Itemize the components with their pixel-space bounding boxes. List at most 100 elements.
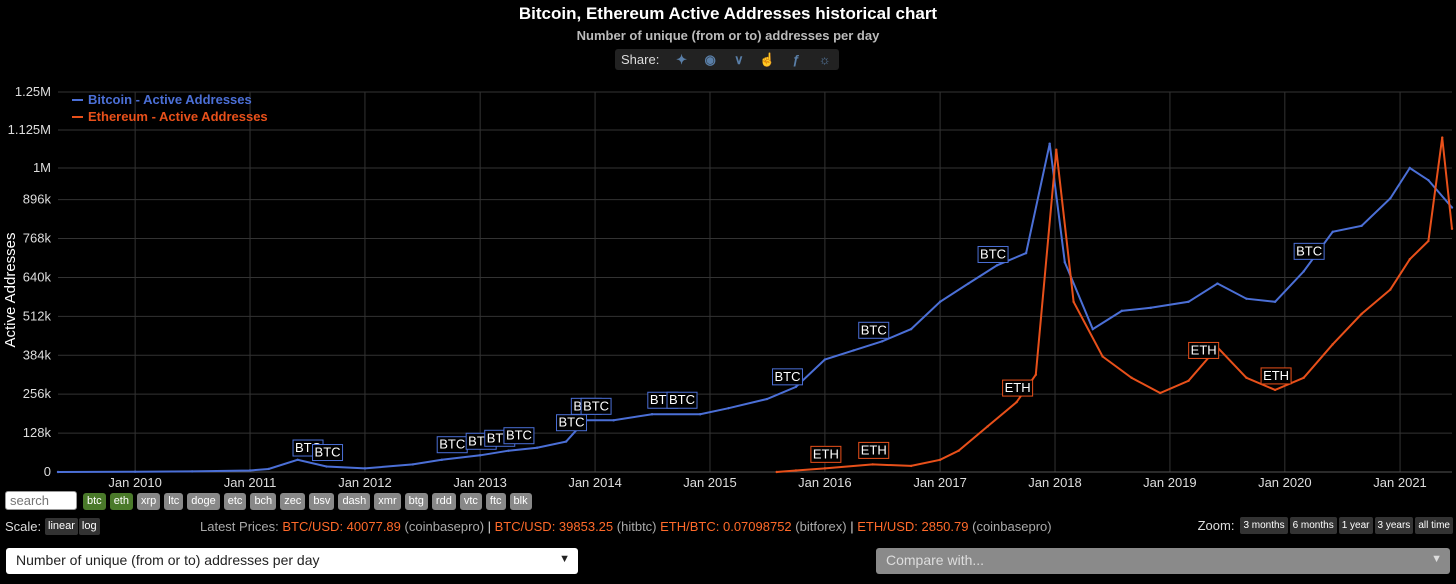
chart-title: Bitcoin, Ethereum Active Addresses histo… — [518, 4, 938, 23]
flag-label: ETH — [1263, 368, 1289, 383]
coin-button-ftc[interactable]: ftc — [485, 493, 506, 510]
data-point-bitcoin — [765, 397, 769, 401]
coin-button-doge[interactable]: doge — [187, 493, 220, 510]
flag-label: BTC — [506, 428, 532, 443]
data-point-bitcoin — [564, 440, 568, 443]
price-link-2[interactable]: BTC/USD: 39853.25 — [494, 519, 614, 534]
vk-icon[interactable]: ∨ — [734, 51, 744, 67]
scale-buttons: linear log — [45, 517, 101, 535]
data-point-bitcoin — [823, 358, 827, 361]
twitter-icon[interactable]: ✦ — [676, 51, 688, 67]
data-point-ethereum — [986, 425, 989, 428]
y-tick-label: 1M — [33, 160, 51, 175]
search-input[interactable] — [5, 491, 77, 510]
metric-select[interactable]: Number of unique (from or to) addresses … — [6, 548, 578, 574]
flag-box — [666, 391, 698, 409]
coin-button-rdd[interactable]: rdd — [431, 493, 456, 510]
data-point-bitcoin — [1091, 327, 1094, 331]
coin-button-dash[interactable]: dash — [338, 493, 371, 510]
facebook-icon[interactable]: ƒ — [792, 51, 800, 67]
data-point-bitcoin — [1273, 300, 1277, 303]
data-point-bitcoin — [852, 349, 855, 352]
flag-box — [858, 441, 890, 459]
data-point-bitcoin — [1450, 206, 1454, 209]
flag-box — [1188, 341, 1220, 359]
data-point-ethereum — [957, 449, 960, 452]
data-point-bitcoin — [794, 385, 798, 389]
coin-button-blk[interactable]: blk — [509, 493, 532, 510]
data-point-bitcoin — [267, 467, 270, 471]
reddit-icon[interactable]: ◉ — [704, 51, 716, 67]
price-link-4[interactable]: ETH/USD: 2850.79 — [857, 519, 969, 534]
data-point-bitcoin — [699, 413, 702, 416]
data-point-ethereum — [1273, 388, 1277, 392]
x-tick-label: Jan 2014 — [568, 475, 622, 490]
compare-select[interactable]: Compare with... ▼ — [876, 548, 1450, 574]
y-tick-label: 768k — [23, 231, 52, 246]
coin-button-bsv[interactable]: bsv — [309, 493, 335, 510]
flag-box — [503, 427, 535, 445]
coin-button-xmr[interactable]: xmr — [374, 493, 401, 510]
coin-button-eth[interactable]: eth — [109, 493, 133, 510]
latest-prices: Latest Prices: BTC/USD: 40077.89 (coinba… — [200, 519, 1052, 534]
data-point-bitcoin — [1048, 142, 1051, 145]
coin-filter-row: btcethxrpltcdogeetcbchzecbsvdashxmrbtgrd… — [5, 491, 534, 510]
data-point-bitcoin — [612, 419, 615, 422]
flag-label: ETH — [813, 446, 839, 461]
y-tick-label: 384k — [23, 347, 52, 362]
data-point-ethereum — [1408, 258, 1412, 261]
like-icon[interactable]: ☝ — [759, 51, 776, 67]
data-point-ethereum — [1072, 300, 1075, 303]
coin-button-etc[interactable]: etc — [223, 493, 247, 510]
x-tick-label: Jan 2010 — [108, 475, 162, 490]
zoom-3-months-button[interactable]: 3 months — [1240, 517, 1288, 534]
data-point-ethereum — [1158, 391, 1162, 395]
y-tick-label: 1.25M — [15, 84, 51, 99]
flag-label: BTC — [559, 415, 585, 430]
zoom-3-years-button[interactable]: 3 years — [1374, 517, 1414, 534]
y-tick-label: 512k — [23, 308, 52, 323]
metric-select-value: Number of unique (from or to) addresses … — [16, 552, 320, 568]
data-point-ethereum — [1389, 288, 1392, 291]
series-line-ethereum — [776, 137, 1453, 473]
data-point-ethereum — [823, 467, 827, 470]
weibo-icon[interactable]: ☼ — [818, 51, 831, 67]
data-point-bitcoin — [1389, 197, 1392, 200]
y-tick-label: 896k — [23, 192, 52, 207]
price-link-1[interactable]: BTC/USD: 40077.89 — [282, 519, 401, 534]
zoom-label: Zoom: — [1197, 518, 1235, 533]
x-tick-label: Jan 2018 — [1028, 475, 1082, 490]
data-point-ethereum — [1034, 373, 1038, 376]
zoom-all-time-button[interactable]: all time — [1415, 517, 1453, 534]
coin-button-btg[interactable]: btg — [404, 493, 428, 510]
coin-button-vtc[interactable]: vtc — [459, 493, 482, 510]
coin-button-btc[interactable]: btc — [83, 493, 106, 510]
x-tick-label: Jan 2016 — [798, 475, 852, 490]
zoom-6-months-button[interactable]: 6 months — [1289, 517, 1337, 534]
price-link-3[interactable]: ETH/BTC: 0.07098752 — [660, 519, 792, 534]
data-point-bitcoin — [1331, 230, 1334, 234]
data-point-bitcoin — [535, 446, 539, 449]
flag-label: ETH — [1005, 380, 1031, 395]
y-axis-label: Active Addresses — [2, 232, 19, 347]
flag-box — [1260, 367, 1292, 385]
data-point-bitcoin — [325, 465, 328, 468]
data-point-ethereum — [1450, 227, 1454, 230]
scale-log-button[interactable]: log — [78, 518, 100, 535]
data-point-bitcoin — [1063, 261, 1066, 264]
zoom-1-year-button[interactable]: 1 year — [1338, 517, 1373, 534]
flag-label: BTC — [1296, 243, 1322, 258]
x-tick-label: Jan 2012 — [338, 475, 392, 490]
data-point-bitcoin — [1216, 282, 1219, 285]
prices-label: Latest Prices: — [200, 519, 279, 534]
coin-button-zec[interactable]: zec — [280, 493, 306, 510]
coin-button-xrp[interactable]: xrp — [136, 493, 161, 510]
flag-box — [580, 397, 612, 415]
data-point-ethereum — [871, 463, 874, 466]
data-point-ethereum — [1441, 136, 1444, 139]
coin-button-bch[interactable]: bch — [250, 493, 277, 510]
scale-linear-button[interactable]: linear — [45, 518, 78, 535]
y-tick-label: 640k — [23, 269, 52, 284]
data-point-bitcoin — [1360, 224, 1363, 227]
coin-button-ltc[interactable]: ltc — [164, 493, 184, 510]
